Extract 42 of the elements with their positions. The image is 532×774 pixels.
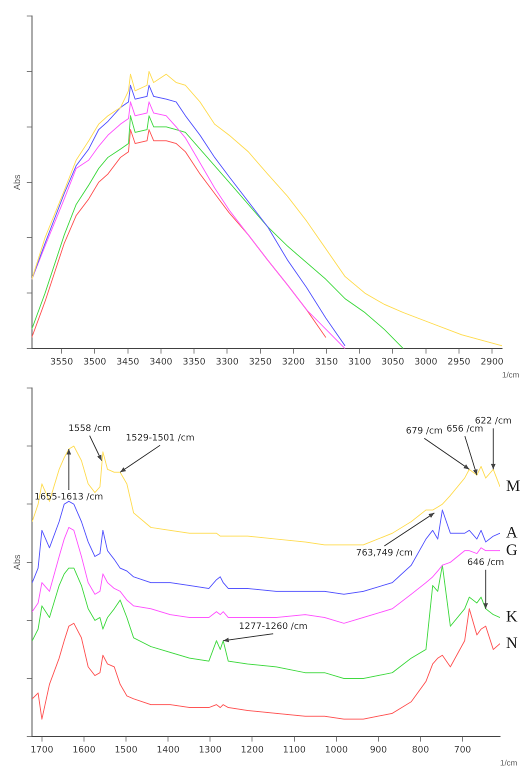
x-tick-label: 1500 bbox=[114, 745, 138, 756]
x-tick-label: 3500 bbox=[83, 357, 106, 368]
x-tick-label: 1300 bbox=[198, 745, 222, 756]
x-tick-label: 3550 bbox=[50, 357, 74, 368]
x-tick-label: 1700 bbox=[30, 745, 54, 756]
x-tick-label: 1000 bbox=[324, 745, 348, 756]
x-axis-title: 1/cm bbox=[502, 370, 520, 380]
x-axis-title: 1/cm bbox=[500, 758, 518, 768]
x-tick-label: 3050 bbox=[381, 357, 404, 368]
x-tick-label: 1100 bbox=[282, 745, 306, 756]
x-tick-label: 1400 bbox=[156, 745, 180, 756]
annotation: 1558 /cm bbox=[68, 424, 111, 434]
annotation: 656 /cm bbox=[446, 424, 484, 434]
x-tick-label: 3150 bbox=[315, 357, 338, 368]
x-tick-label: 900 bbox=[370, 745, 388, 756]
x-tick-label: 1600 bbox=[72, 745, 96, 756]
annotation: 1277-1260 /cm bbox=[238, 622, 308, 632]
x-tick-label: 3300 bbox=[216, 357, 239, 368]
x-tick-label: 3250 bbox=[248, 357, 272, 368]
x-tick-label: 2900 bbox=[480, 357, 504, 368]
annotation: 763,749 /cm bbox=[356, 548, 413, 558]
x-tick-label: 1200 bbox=[240, 745, 264, 756]
x-tick-label: 3100 bbox=[348, 357, 372, 368]
y-axis-title: Abs bbox=[12, 554, 22, 570]
x-tick-label: 3200 bbox=[282, 357, 306, 368]
series-label: A bbox=[506, 524, 518, 542]
x-tick-label: 3450 bbox=[116, 357, 140, 368]
series-label: G bbox=[506, 542, 518, 559]
y-axis-title: Abs bbox=[12, 174, 22, 190]
x-tick-label: 3400 bbox=[149, 357, 173, 368]
annotation: 679 /cm bbox=[406, 426, 443, 437]
series-label: M bbox=[506, 478, 520, 495]
annotation: 1529-1501 /cm bbox=[126, 434, 194, 444]
series-label: N bbox=[506, 634, 518, 652]
x-tick-label: 3000 bbox=[414, 357, 438, 368]
annotation: 622 /cm bbox=[474, 416, 512, 427]
x-tick-label: 3350 bbox=[182, 357, 206, 368]
x-tick-label: 700 bbox=[454, 745, 472, 756]
x-tick-label: 2950 bbox=[448, 357, 471, 368]
annotation: 646 /cm bbox=[467, 558, 504, 568]
series-label: K bbox=[506, 608, 518, 626]
x-tick-label: 800 bbox=[412, 745, 430, 756]
